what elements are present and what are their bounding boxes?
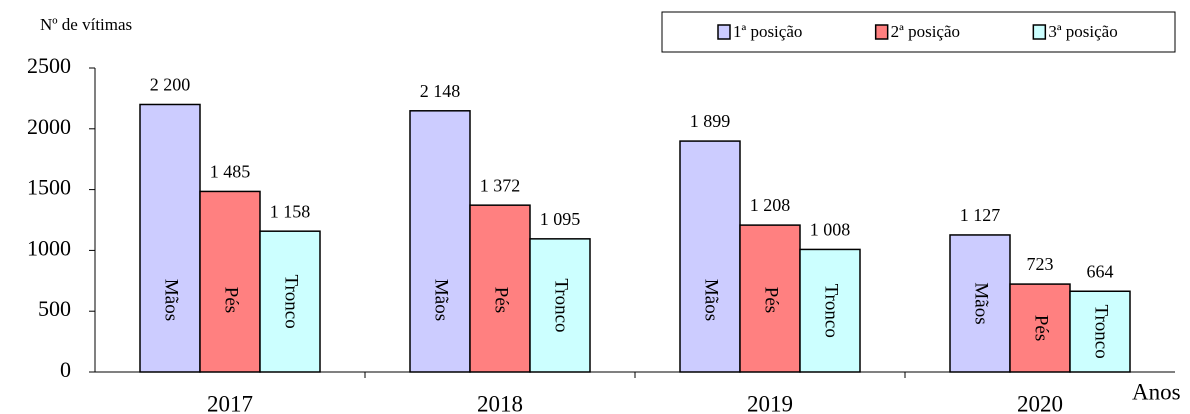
legend-swatch xyxy=(874,24,889,40)
legend-swatch xyxy=(717,24,731,40)
y-axis-label: Nº de vítimas xyxy=(40,15,132,34)
bar xyxy=(259,230,321,373)
legend-swatch xyxy=(1032,24,1047,40)
bar-label: Tronco xyxy=(281,274,302,328)
value-label: 1 127 xyxy=(960,205,1001,225)
bar xyxy=(739,224,801,373)
bar xyxy=(199,190,261,373)
value-label: 1 008 xyxy=(810,220,851,240)
legend-label: 2ª posição xyxy=(891,22,960,41)
bar-label: Tronco xyxy=(551,278,572,332)
x-axis-label: Anos xyxy=(1132,379,1181,404)
bar xyxy=(1009,283,1071,373)
x-tick-label: 2019 xyxy=(747,391,793,414)
value-label: 2 148 xyxy=(420,81,461,101)
bar xyxy=(1069,290,1131,373)
x-tick-label: 2017 xyxy=(207,391,253,414)
bar-label: Mãos xyxy=(701,279,722,321)
bar xyxy=(529,238,591,373)
value-label: 2 200 xyxy=(150,75,191,95)
y-tick-label: 2500 xyxy=(27,53,71,78)
value-label: 664 xyxy=(1087,261,1114,281)
bar-label: Pés xyxy=(1031,315,1052,341)
x-tick-label: 2020 xyxy=(1017,391,1063,414)
bar-label: Tronco xyxy=(1091,305,1112,359)
bar-label: Pés xyxy=(761,287,782,313)
y-tick-label: 1500 xyxy=(27,175,71,200)
bar-label: Mãos xyxy=(431,279,452,321)
legend-label: 1ª posição xyxy=(733,22,802,41)
value-label: 1 899 xyxy=(690,111,731,131)
bar xyxy=(799,248,861,373)
bar-label: Pés xyxy=(221,287,242,313)
y-tick-label: 1000 xyxy=(27,235,71,260)
y-tick-label: 2000 xyxy=(27,114,71,139)
value-label: 723 xyxy=(1027,254,1054,274)
bar xyxy=(679,140,741,373)
value-label: 1 372 xyxy=(480,175,521,195)
bar-label: Tronco xyxy=(821,284,842,338)
bar xyxy=(949,234,1011,373)
value-label: 1 208 xyxy=(750,195,791,215)
legend-box xyxy=(661,11,1176,53)
x-tick-label: 2018 xyxy=(477,391,523,414)
bar-label: Mãos xyxy=(161,279,182,321)
value-label: 1 095 xyxy=(540,209,581,229)
bar xyxy=(409,110,471,373)
y-tick-label: 0 xyxy=(60,357,71,382)
y-tick-label: 500 xyxy=(38,296,71,321)
bar xyxy=(139,103,201,373)
bar-label: Mãos xyxy=(971,282,992,324)
bar xyxy=(469,204,531,373)
legend-label: 3ª posição xyxy=(1048,22,1117,41)
bar-label: Pés xyxy=(491,287,512,313)
value-label: 1 485 xyxy=(210,162,251,182)
value-label: 1 158 xyxy=(270,201,311,221)
